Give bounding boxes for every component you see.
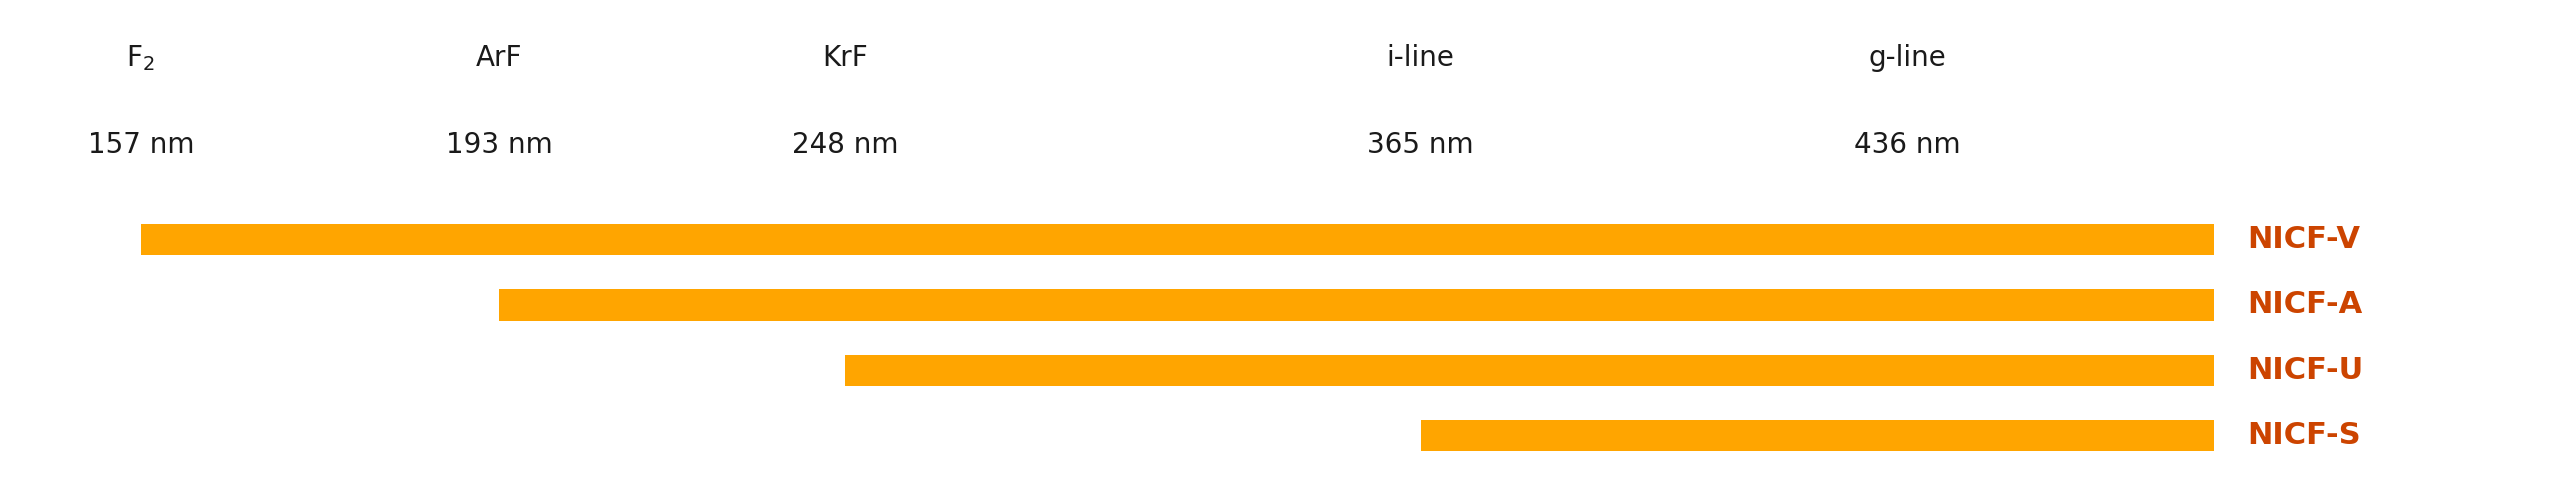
Text: 248 nm: 248 nm — [791, 131, 899, 159]
Text: NICF-A: NICF-A — [2248, 290, 2363, 319]
Text: NICF-U: NICF-U — [2248, 356, 2363, 385]
Text: 365 nm: 365 nm — [1367, 131, 1475, 159]
Text: F$_2$: F$_2$ — [125, 43, 156, 73]
Text: 193 nm: 193 nm — [445, 131, 553, 159]
Text: g-line: g-line — [1869, 44, 1946, 72]
FancyBboxPatch shape — [141, 224, 2214, 255]
Text: KrF: KrF — [822, 44, 868, 72]
Text: 157 nm: 157 nm — [87, 131, 195, 159]
Text: NICF-S: NICF-S — [2248, 421, 2360, 450]
Text: ArF: ArF — [476, 44, 522, 72]
FancyBboxPatch shape — [499, 289, 2214, 320]
Text: 436 nm: 436 nm — [1853, 131, 1961, 159]
Text: i-line: i-line — [1388, 44, 1454, 72]
Text: NICF-V: NICF-V — [2248, 225, 2360, 254]
FancyBboxPatch shape — [845, 354, 2214, 386]
FancyBboxPatch shape — [1421, 420, 2214, 451]
